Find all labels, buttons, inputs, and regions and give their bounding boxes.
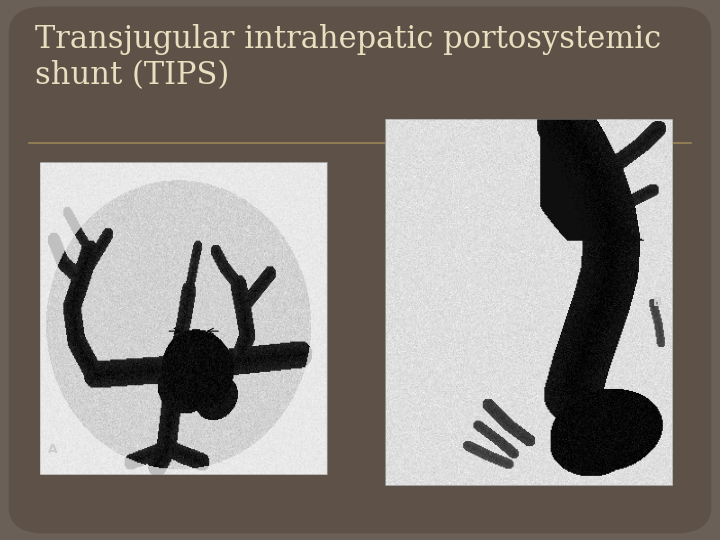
Text: B: B xyxy=(653,296,662,309)
FancyBboxPatch shape xyxy=(9,6,711,534)
Text: A: A xyxy=(48,443,58,456)
Text: Transjugular intrahepatic portosystemic
shunt (TIPS): Transjugular intrahepatic portosystemic … xyxy=(35,24,661,91)
